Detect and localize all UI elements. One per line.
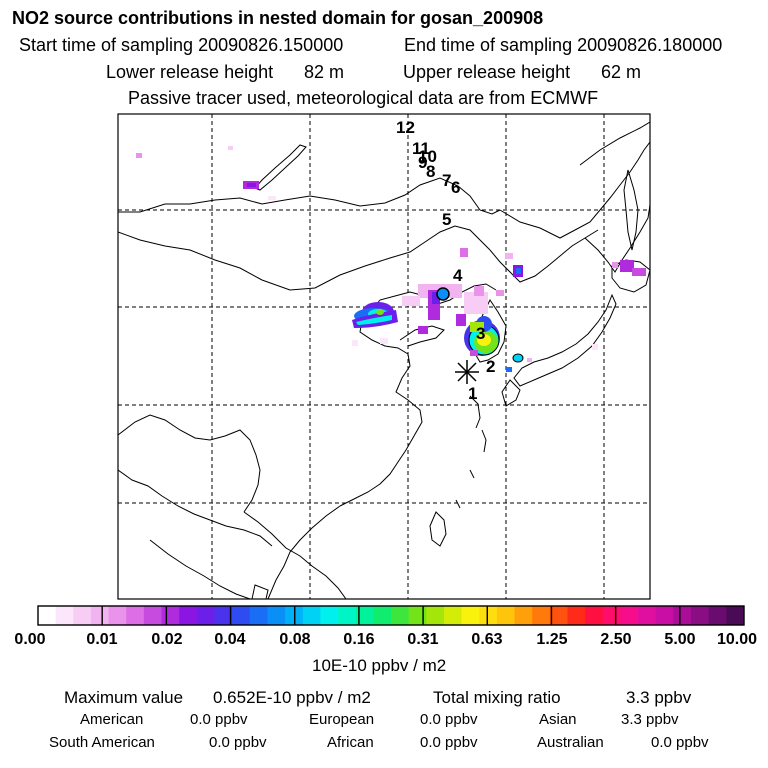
south-american-label: South American: [49, 734, 155, 751]
colorbar-swatch: [691, 606, 710, 625]
colorbar-swatch: [602, 606, 621, 625]
colorbar-swatch: [532, 606, 551, 625]
american-value: 0.0 ppbv: [190, 711, 248, 728]
trajectory-point: 2: [486, 357, 495, 376]
upper-release-value: 62 m: [601, 62, 642, 82]
trajectory-labels: 1 2 3 4 5 6 7 8 9 10 11 12: [396, 118, 495, 403]
colorbar-swatch: [373, 606, 392, 625]
colorbar-tick-label: 0.16: [343, 631, 375, 648]
upper-release-label: Upper release height: [403, 62, 571, 82]
colorbar-swatch: [196, 606, 215, 625]
colorbar-dividers: [101, 606, 681, 625]
colorbar-swatch: [426, 606, 445, 625]
lower-release-value: 82 m: [304, 62, 345, 82]
trajectory-point: 7: [442, 171, 451, 190]
concentration-field: [136, 146, 646, 372]
colorbar-tick-label: 0.00: [14, 631, 46, 648]
trajectory-point: 5: [442, 210, 451, 229]
colorbar-swatch: [673, 606, 692, 625]
end-time: End time of sampling 20090826.180000: [404, 35, 723, 55]
colorbar-swatch: [179, 606, 198, 625]
colorbar-tick-label: 0.63: [471, 631, 503, 648]
african-value: 0.0 ppbv: [420, 734, 478, 751]
receptor-marker: [455, 360, 479, 384]
colorbar-tick-label: 5.00: [664, 631, 696, 648]
colorbar-swatch: [620, 606, 639, 625]
trajectory-point: 12: [396, 118, 415, 137]
asian-label: Asian: [539, 711, 577, 728]
max-label: Maximum value: [64, 688, 184, 707]
colorbar-swatch: [355, 606, 374, 625]
colorbar: [38, 606, 745, 625]
colorbar-swatch: [214, 606, 233, 625]
colorbar-swatch: [708, 606, 727, 625]
european-label: European: [309, 711, 375, 728]
start-time: Start time of sampling 20090826.150000: [19, 35, 344, 55]
colorbar-swatch: [143, 606, 163, 625]
trajectory-point: 10: [418, 147, 437, 166]
colorbar-swatch: [338, 606, 357, 625]
colorbar-swatch: [391, 606, 410, 625]
colorbar-swatch: [726, 606, 745, 625]
colorbar-tick-label: 1.25: [536, 631, 568, 648]
tracer-note: Passive tracer used, meteorological data…: [128, 88, 599, 108]
trajectory-point: 6: [451, 178, 460, 197]
colorbar-swatch: [443, 606, 463, 625]
australian-value: 0.0 ppbv: [651, 734, 709, 751]
australian-label: Australian: [537, 734, 604, 751]
trajectory-point: 4: [453, 266, 463, 285]
trajectory-point: 8: [426, 162, 435, 181]
total-value: 3.3 ppbv: [626, 688, 692, 707]
colorbar-swatch: [461, 606, 480, 625]
lower-release-label: Lower release height: [106, 62, 274, 82]
colorbar-swatch: [496, 606, 516, 625]
colorbar-tick-label: 0.01: [86, 631, 118, 648]
colorbar-unit: 10E-10 ppbv / m2: [312, 656, 447, 675]
european-value: 0.0 ppbv: [420, 711, 478, 728]
colorbar-swatch: [302, 606, 321, 625]
colorbar-swatch: [90, 606, 110, 625]
max-value: 0.652E-10 ppbv / m2: [213, 688, 371, 707]
colorbar-swatch: [161, 606, 180, 625]
colorbar-swatch: [638, 606, 657, 625]
map-title: NO2 source contributions in nested domai…: [12, 8, 544, 28]
colorbar-tick-label: 0.02: [151, 631, 183, 648]
colorbar-tick-label: 10.00: [716, 631, 758, 648]
map-area: 1 2 3 4 5 6 7 8 9 10 11 12: [118, 114, 650, 599]
total-label: Total mixing ratio: [433, 688, 561, 707]
colorbar-swatch: [655, 606, 674, 625]
colorbar-swatch: [232, 606, 251, 625]
colorbar-tick-label: 0.04: [214, 631, 246, 648]
colorbar-swatch: [514, 606, 533, 625]
colorbar-tick-label: 2.50: [600, 631, 632, 648]
colorbar-swatch: [249, 606, 268, 625]
coastlines: [118, 121, 650, 599]
colorbar-swatch: [479, 606, 498, 625]
african-label: African: [327, 734, 374, 751]
colorbar-swatch: [267, 606, 286, 625]
colorbar-swatch: [320, 606, 339, 625]
colorbar-swatch: [38, 606, 57, 625]
trajectory-point: 3: [476, 324, 485, 343]
south-american-value: 0.0 ppbv: [209, 734, 267, 751]
map-frame: [117, 113, 651, 600]
colorbar-swatch: [73, 606, 92, 625]
gridlines: [118, 114, 650, 599]
colorbar-swatch: [126, 606, 145, 625]
colorbar-swatch: [108, 606, 127, 625]
colorbar-swatch: [567, 606, 586, 625]
colorbar-tick-label: 0.31: [407, 631, 439, 648]
colorbar-swatch: [408, 606, 427, 625]
colorbar-frame: [37, 605, 745, 626]
colorbar-swatch: [585, 606, 604, 625]
trajectory-point: 1: [468, 384, 477, 403]
colorbar-swatch: [55, 606, 74, 625]
trajectory-point: 11: [412, 139, 430, 158]
colorbar-swatch: [549, 606, 568, 625]
american-label: American: [80, 711, 144, 728]
asian-value: 3.3 ppbv: [621, 711, 679, 728]
trajectory-point: 9: [418, 153, 427, 172]
colorbar-tick-label: 0.08: [279, 631, 311, 648]
